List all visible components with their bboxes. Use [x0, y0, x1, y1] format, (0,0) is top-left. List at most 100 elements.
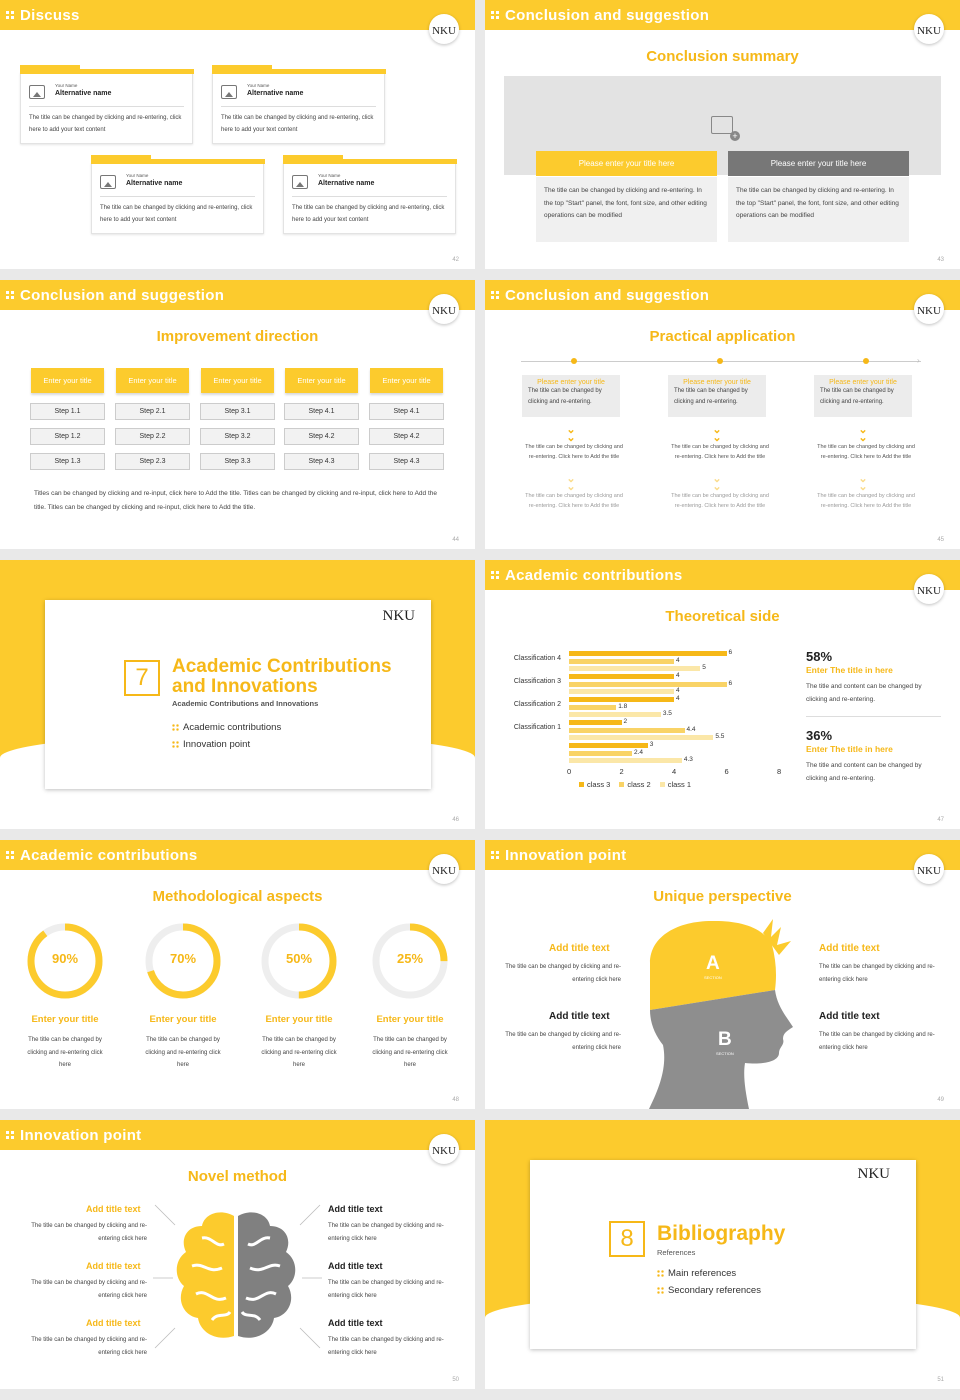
category-label: Classification 1 [513, 724, 561, 731]
slide-header: Academic contributions [0, 840, 475, 870]
add-image-icon[interactable] [711, 116, 740, 141]
grid-dots-icon [172, 723, 179, 731]
item-title: Add title text [328, 1318, 383, 1328]
slide-title: Conclusion and suggestion [20, 287, 225, 304]
step-box[interactable]: Step 2.3 [115, 453, 190, 470]
data-label: 4 [676, 695, 680, 702]
card-name: Alternative name [318, 180, 375, 187]
legend-label: class 1 [667, 780, 692, 789]
section-subtitle: Methodological aspects [152, 888, 323, 905]
stat-text: The title and content can be changed by … [806, 683, 922, 703]
ring-title: Enter your title [265, 1014, 333, 1025]
label-b: B [718, 1029, 732, 1050]
step-box[interactable]: Step 1.2 [30, 428, 105, 445]
stat-percentage: 36% [806, 728, 833, 743]
step-box[interactable]: Step 1.3 [30, 453, 105, 470]
page-number: 45 [937, 537, 944, 543]
slide-title: Academic contributions [20, 847, 198, 864]
column-title[interactable]: Enter your title [370, 368, 443, 393]
card-text: The title can be changed by clicking and… [100, 205, 253, 223]
application-card[interactable]: Please enter your title The title can be… [814, 375, 912, 417]
slide-50-novel-method[interactable]: Innovation point NKU Novel method Add ti… [0, 1120, 475, 1389]
column-title[interactable]: Enter your title [116, 368, 189, 393]
step-box[interactable]: Step 4.2 [284, 428, 359, 445]
application-card[interactable]: Please enter your title The title can be… [522, 375, 620, 417]
step-box[interactable]: Step 4.3 [284, 453, 359, 470]
step-box[interactable]: Step 4.1 [284, 403, 359, 420]
step-box[interactable]: Step 1.1 [30, 403, 105, 420]
section-card: NKU 7 Academic Contributions and Innovat… [45, 600, 431, 789]
slide-51-section-8[interactable]: NKU 8 Bibliography References Main refer… [485, 1120, 960, 1389]
divider [292, 196, 447, 197]
section-item[interactable]: Academic contributions [172, 722, 281, 733]
connector-lines [153, 1204, 322, 1349]
stat-title: Enter The title in here [806, 744, 893, 754]
slide-43-conclusion-summary[interactable]: Conclusion and suggestion NKU Conclusion… [485, 0, 960, 269]
page-number: 48 [452, 1097, 459, 1103]
card-text: The title can be changed by clicking and… [820, 388, 894, 405]
item-text: The title can be changed by clicking and… [328, 1337, 444, 1356]
slide-title: Conclusion and suggestion [505, 7, 710, 24]
slide-47-theoretical-side[interactable]: Academic contributions NKU Theoretical s… [485, 560, 960, 829]
slide-49-unique-perspective[interactable]: Innovation point NKU Unique perspective … [485, 840, 960, 1109]
slide-45-practical-application[interactable]: Conclusion and suggestion NKU Practical … [485, 280, 960, 549]
title-box-left[interactable]: Please enter your title here [536, 151, 717, 176]
step-box[interactable]: Step 3.3 [200, 453, 275, 470]
person-card[interactable]: Your Name Alternative name The title can… [212, 65, 386, 144]
chart-bar [569, 750, 632, 756]
item-text: The title can be changed by clicking and… [505, 1032, 621, 1051]
chart-bar [569, 720, 622, 725]
column-title[interactable]: Enter your title [201, 368, 274, 393]
section-number: 7 [124, 660, 160, 696]
legend-swatch [659, 782, 665, 787]
chart-bar [569, 727, 685, 733]
application-card[interactable]: Please enter your title The title can be… [668, 375, 766, 417]
slide-header: Conclusion and suggestion [485, 280, 960, 310]
card-name: Alternative name [126, 180, 183, 187]
card-text: The title can be changed by clicking and… [292, 205, 445, 223]
page-number: 42 [452, 257, 459, 263]
slide-48-methodological-aspects[interactable]: Academic contributions NKU Methodologica… [0, 840, 475, 1109]
grid-dots-icon [491, 11, 500, 20]
step-box[interactable]: Step 4.1 [369, 403, 444, 420]
footer-text: Titles can be changed by clicking and re… [34, 490, 437, 511]
person-card[interactable]: Your Name Alternative name The title can… [91, 155, 265, 234]
item-title: Add title text [549, 943, 610, 954]
slide-44-improvement-direction[interactable]: Conclusion and suggestion NKU Improvemen… [0, 280, 475, 549]
chart-bar [569, 697, 674, 702]
slide-title: Innovation point [505, 847, 627, 864]
column-title[interactable]: Enter your title [285, 368, 358, 393]
page-number: 49 [937, 1097, 944, 1103]
page-number: 43 [937, 257, 944, 263]
slide-42-discuss[interactable]: Discuss NKU Your Name Alternative name T… [0, 0, 475, 269]
step-box[interactable]: Step 3.2 [200, 428, 275, 445]
image-placeholder-icon [29, 85, 45, 99]
slide-46-section-7[interactable]: NKU 7 Academic Contributions and Innovat… [0, 560, 475, 829]
item-title: Add title text [549, 1011, 610, 1022]
title-box-right[interactable]: Please enter your title here [728, 151, 909, 176]
slide-title: Innovation point [20, 1127, 142, 1144]
grid-dots-icon [657, 1269, 664, 1277]
nku-logo: NKU [382, 608, 416, 624]
grid-dots-icon [6, 291, 15, 300]
bar-chart: Classification 4 6 4 5 Classification 3 4 6 4 Cl… [485, 560, 785, 829]
column-title[interactable]: Enter your title [31, 368, 104, 393]
data-label: 4 [676, 656, 680, 664]
step-box[interactable]: Step 2.2 [115, 428, 190, 445]
section-item[interactable]: Main references [657, 1268, 736, 1279]
section-item[interactable]: Secondary references [657, 1285, 761, 1296]
data-label: 4.3 [683, 756, 693, 763]
step-box[interactable]: Step 3.1 [200, 403, 275, 420]
step-box[interactable]: Step 4.2 [369, 428, 444, 445]
image-placeholder-icon [292, 175, 308, 189]
step-box[interactable]: Step 4.3 [369, 453, 444, 470]
card-caption: Your Name [247, 83, 270, 88]
person-card[interactable]: Your Name Alternative name The title can… [283, 155, 457, 234]
chart-bar [569, 743, 648, 748]
step-box[interactable]: Step 2.1 [115, 403, 190, 420]
axis-tick-label: 8 [777, 767, 782, 776]
person-card[interactable]: Your Name Alternative name The title can… [20, 65, 194, 144]
note-text: The title can be changed by clicking and… [525, 444, 623, 460]
data-label: 2 [623, 718, 628, 725]
section-item[interactable]: Innovation point [172, 739, 250, 750]
